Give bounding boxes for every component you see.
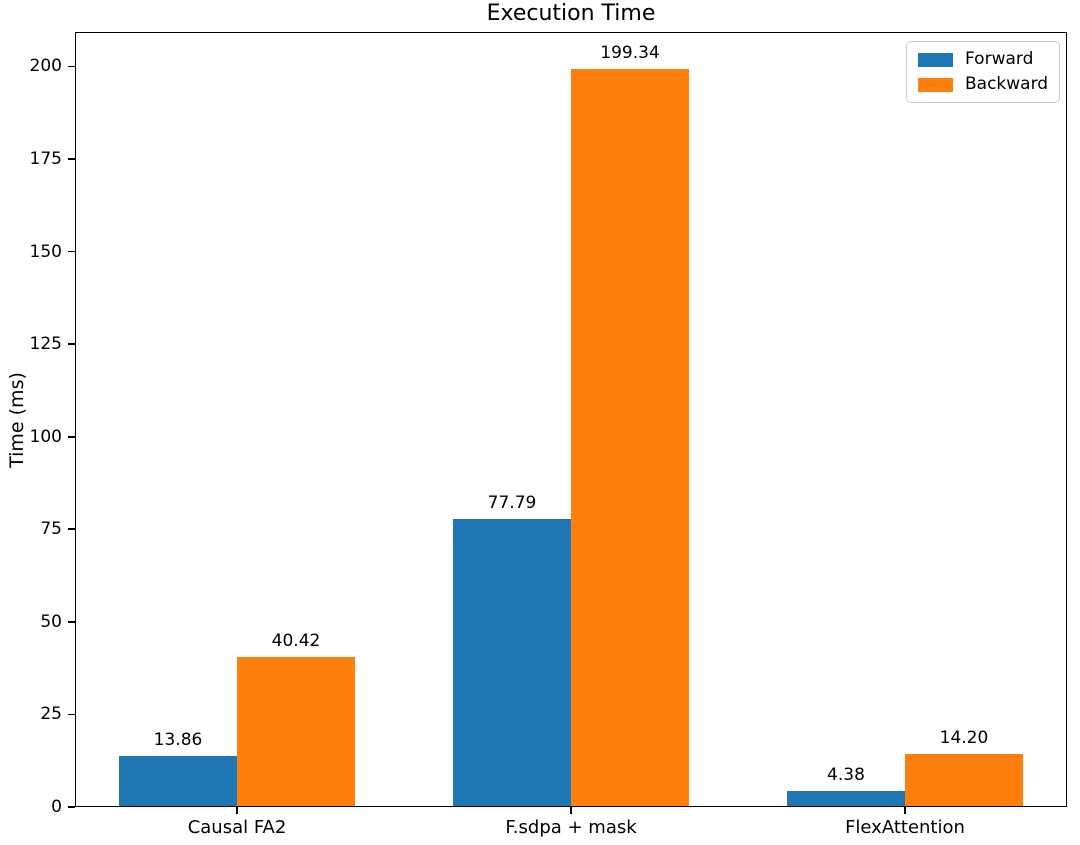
y-tick-label: 0	[51, 797, 62, 817]
bar-value-label: 199.34	[600, 42, 660, 63]
y-tick-mark	[68, 65, 75, 68]
y-tick-label: 75	[40, 519, 62, 540]
chart-title: Execution Time	[486, 1, 656, 26]
bar-value-label: 14.20	[939, 728, 989, 749]
x-tick-label: F.sdpa + mask	[505, 817, 637, 838]
x-tick-mark	[904, 807, 906, 814]
bar-forward-0	[119, 755, 237, 807]
bar-backward-1	[571, 68, 689, 807]
bar-value-label: 13.86	[153, 729, 203, 750]
x-tick-mark	[236, 807, 238, 814]
x-tick-label: Causal FA2	[187, 817, 287, 838]
legend-label: Backward	[965, 74, 1049, 94]
y-tick-mark	[68, 435, 75, 438]
legend-swatch-forward	[918, 52, 953, 67]
y-tick-mark	[68, 621, 75, 623]
bar-forward-2	[786, 790, 905, 807]
y-tick-mark	[68, 713, 75, 716]
y-tick-label: 175	[29, 149, 62, 169]
legend-item-backward: Backward	[918, 75, 1048, 94]
legend-swatch-backward	[918, 77, 953, 92]
y-tick-mark	[68, 806, 75, 808]
bar-value-label: 77.79	[487, 492, 537, 513]
y-tick-mark	[68, 250, 75, 253]
y-tick-label: 25	[40, 704, 62, 725]
y-tick-label: 200	[29, 56, 62, 77]
y-tick-mark	[68, 528, 75, 531]
y-tick-mark	[68, 158, 75, 160]
bar-backward-0	[237, 657, 355, 807]
plot-area	[75, 32, 1067, 807]
x-tick-mark	[570, 807, 572, 814]
legend-item-forward: Forward	[918, 50, 1048, 69]
y-tick-label: 125	[29, 334, 62, 355]
y-tick-label: 50	[40, 611, 62, 632]
x-tick-label: FlexAttention	[845, 817, 965, 838]
bar-value-label: 4.38	[827, 764, 865, 785]
legend: Forward Backward	[906, 41, 1061, 103]
bar-forward-1	[453, 518, 571, 807]
y-tick-label: 100	[29, 426, 62, 447]
y-tick-mark	[68, 343, 75, 345]
bar-value-label: 40.42	[271, 631, 321, 652]
y-axis-label: Time (ms)	[6, 372, 28, 468]
legend-label: Forward	[965, 49, 1034, 69]
bar-backward-2	[904, 754, 1023, 807]
y-tick-label: 150	[29, 241, 62, 262]
